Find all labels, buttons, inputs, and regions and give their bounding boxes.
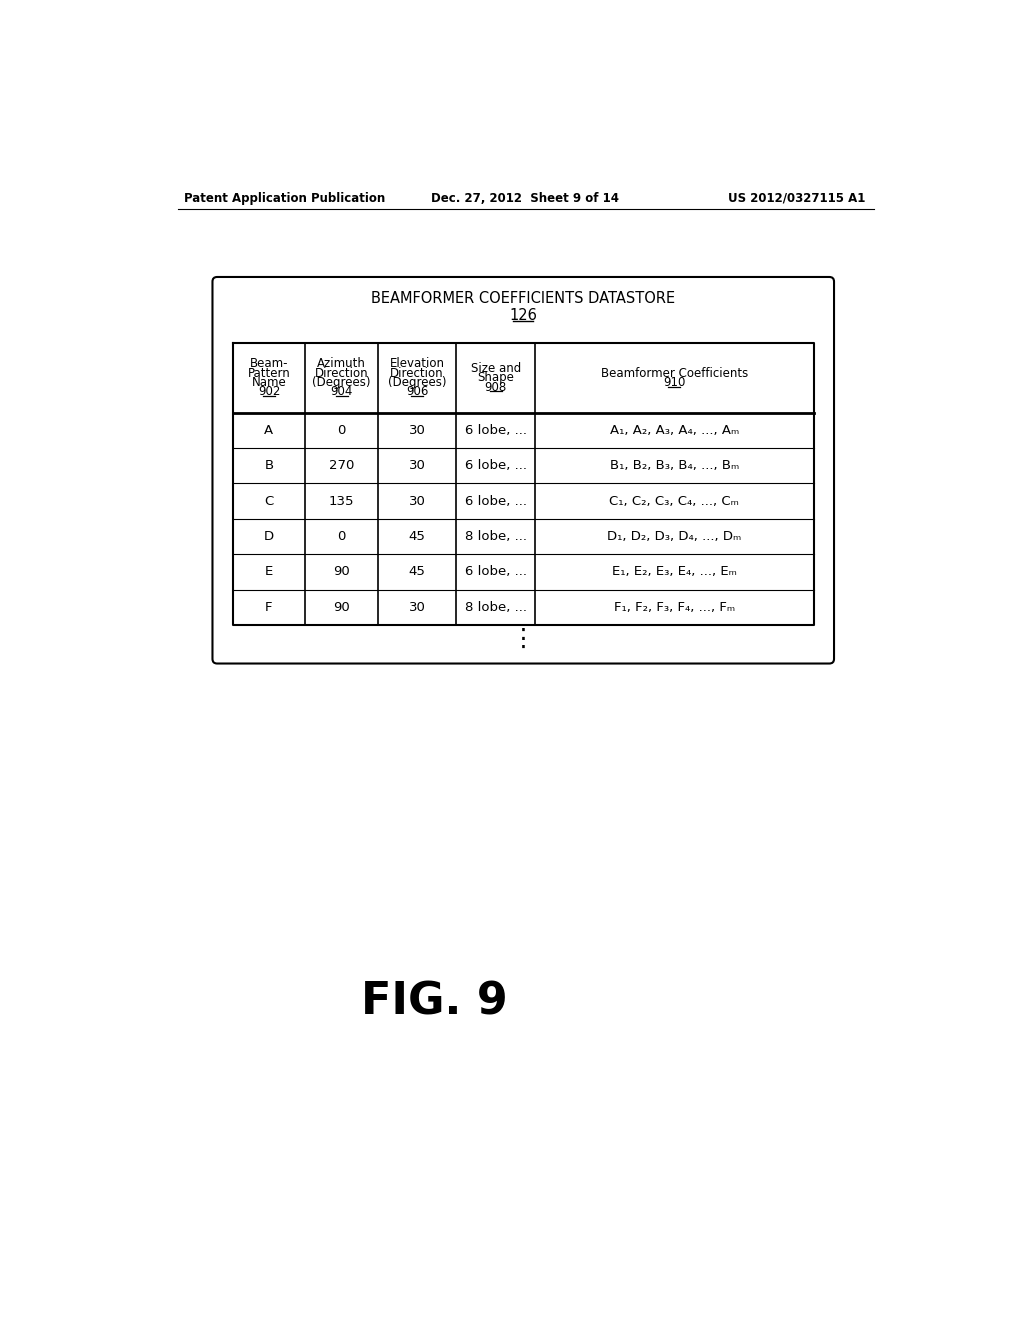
Text: Dec. 27, 2012  Sheet 9 of 14: Dec. 27, 2012 Sheet 9 of 14: [431, 191, 618, 205]
Text: 0: 0: [338, 529, 346, 543]
Text: 30: 30: [409, 495, 426, 508]
Text: 8 lobe, ...: 8 lobe, ...: [465, 601, 526, 614]
Text: C₁, C₂, C₃, C₄, ..., Cₘ: C₁, C₂, C₃, C₄, ..., Cₘ: [609, 495, 739, 508]
Text: US 2012/0327115 A1: US 2012/0327115 A1: [728, 191, 866, 205]
Text: 902: 902: [258, 385, 281, 399]
Text: (Degrees): (Degrees): [388, 376, 446, 389]
Text: 45: 45: [409, 565, 426, 578]
Text: Size and: Size and: [470, 362, 521, 375]
Text: 126: 126: [509, 308, 538, 323]
Text: 6 lobe, ...: 6 lobe, ...: [465, 565, 526, 578]
Text: 906: 906: [406, 385, 428, 399]
Text: 30: 30: [409, 459, 426, 473]
Text: 6 lobe, ...: 6 lobe, ...: [465, 495, 526, 508]
Text: E: E: [265, 565, 273, 578]
Text: C: C: [264, 495, 273, 508]
Text: 6 lobe, ...: 6 lobe, ...: [465, 424, 526, 437]
Text: A₁, A₂, A₃, A₄, ..., Aₘ: A₁, A₂, A₃, A₄, ..., Aₘ: [609, 424, 739, 437]
Text: 45: 45: [409, 529, 426, 543]
Text: 908: 908: [484, 380, 507, 393]
Text: Beam-: Beam-: [250, 358, 288, 371]
Text: 90: 90: [333, 565, 350, 578]
Text: Direction: Direction: [314, 367, 369, 380]
Text: 270: 270: [329, 459, 354, 473]
Text: Pattern: Pattern: [248, 367, 291, 380]
Text: 0: 0: [338, 424, 346, 437]
Text: 30: 30: [409, 601, 426, 614]
Text: 910: 910: [664, 376, 685, 389]
Text: 8 lobe, ...: 8 lobe, ...: [465, 529, 526, 543]
Text: Patent Application Publication: Patent Application Publication: [183, 191, 385, 205]
Text: B₁, B₂, B₃, B₄, ..., Bₘ: B₁, B₂, B₃, B₄, ..., Bₘ: [609, 459, 739, 473]
Text: D: D: [264, 529, 274, 543]
Text: 6 lobe, ...: 6 lobe, ...: [465, 459, 526, 473]
Text: 30: 30: [409, 424, 426, 437]
Text: Beamformer Coefficients: Beamformer Coefficients: [601, 367, 748, 380]
Text: Direction: Direction: [390, 367, 444, 380]
Text: 135: 135: [329, 495, 354, 508]
Text: Shape: Shape: [477, 371, 514, 384]
Text: F₁, F₂, F₃, F₄, ..., Fₘ: F₁, F₂, F₃, F₄, ..., Fₘ: [613, 601, 735, 614]
Text: BEAMFORMER COEFFICIENTS DATASTORE: BEAMFORMER COEFFICIENTS DATASTORE: [371, 290, 675, 306]
Text: D₁, D₂, D₃, D₄, ..., Dₘ: D₁, D₂, D₃, D₄, ..., Dₘ: [607, 529, 741, 543]
Text: 90: 90: [333, 601, 350, 614]
Text: ⋮: ⋮: [511, 627, 536, 651]
Text: F: F: [265, 601, 272, 614]
Text: FIG. 9: FIG. 9: [360, 979, 508, 1023]
FancyBboxPatch shape: [212, 277, 834, 664]
Text: Azimuth: Azimuth: [317, 358, 366, 371]
Text: Elevation: Elevation: [390, 358, 444, 371]
Text: (Degrees): (Degrees): [312, 376, 371, 389]
Text: E₁, E₂, E₃, E₄, ..., Eₘ: E₁, E₂, E₃, E₄, ..., Eₘ: [612, 565, 737, 578]
Text: A: A: [264, 424, 273, 437]
Text: Name: Name: [252, 376, 287, 389]
Text: 904: 904: [331, 385, 353, 399]
Text: B: B: [264, 459, 273, 473]
